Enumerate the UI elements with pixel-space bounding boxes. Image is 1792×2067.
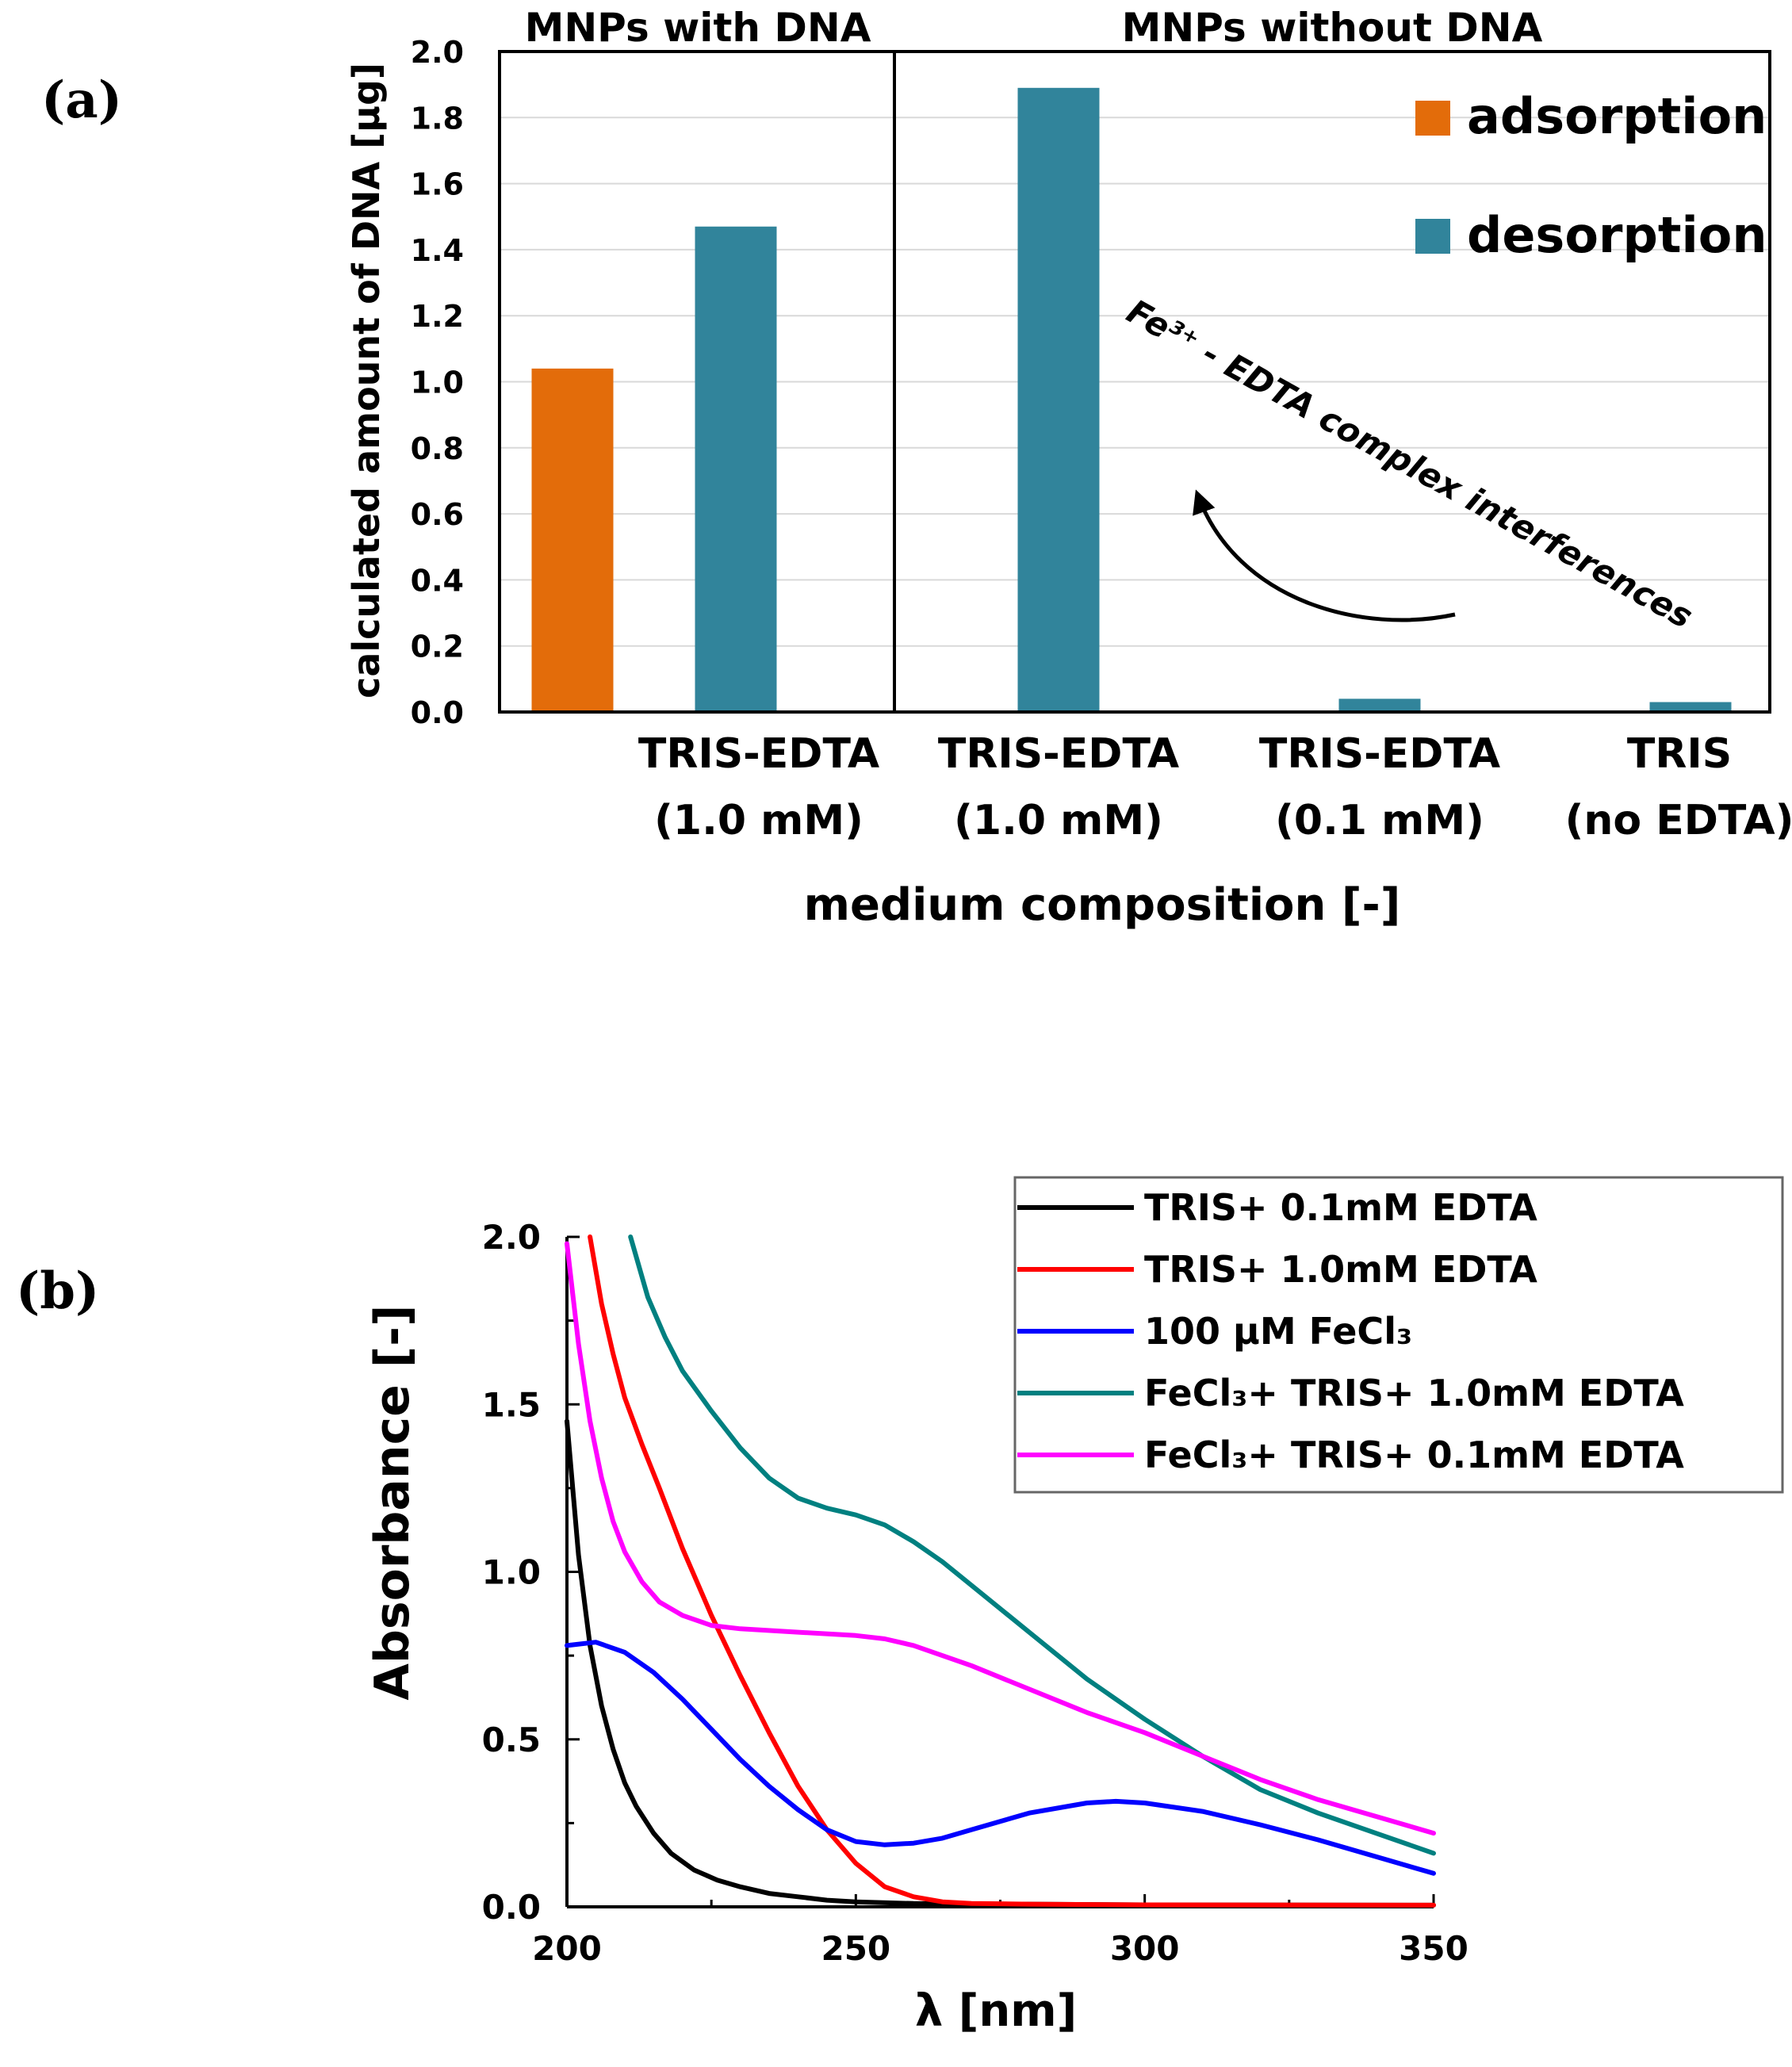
panel-b-legend-items: TRIS+ 0.1mM EDTA TRIS+ 1.0mM EDTA 100 μM F… xyxy=(1017,1186,1684,1476)
annotation-arrow xyxy=(1193,489,1456,622)
panel-b-x-tick-label: 350 xyxy=(1399,1929,1468,1968)
bar-desorption-3 xyxy=(1338,699,1421,712)
panel-a-y-axis-label: calculated amount of DNA [µg] xyxy=(345,63,388,699)
panel-a-y-tick-label: 0.8 xyxy=(411,431,464,466)
panel-b-legend: TRIS+ 0.1mM EDTA TRIS+ 1.0mM EDTA 100 μM F… xyxy=(1013,1176,1784,1494)
panel-a-x-tick-label: (no EDTA) xyxy=(1565,797,1792,844)
panel-b-x-tick-label: 200 xyxy=(532,1929,602,1968)
panel-b-lines xyxy=(565,1234,1436,1908)
panel-a-y-tick-label: 1.4 xyxy=(411,233,464,268)
legend-label-2: 100 μM FeCl₃ xyxy=(1144,1310,1412,1353)
panel-a-bars xyxy=(531,87,1732,712)
panel-b-label: (b) xyxy=(16,1261,99,1321)
panel-b: (b) 0.0 0.5 1.0 1.5 2.0 200 250 300 350 Absorba… xyxy=(16,1176,1784,2037)
panel-a-y-tick-label: 1.0 xyxy=(411,366,464,400)
panel-b-y-tick-label: 0.5 xyxy=(482,1721,541,1759)
legend-label-4: FeCl₃+ TRIS+ 0.1mM EDTA xyxy=(1144,1434,1684,1476)
panel-b-x-tick-label: 250 xyxy=(821,1929,890,1968)
line-series-2 xyxy=(565,1640,1436,1876)
panel-a-y-tick-label: 1.6 xyxy=(411,167,464,202)
panel-a-x-tick-label: TRIS-EDTA xyxy=(1259,730,1500,778)
panel-a-x-tick-label: TRIS xyxy=(1627,730,1732,778)
panel-b-x-tick-labels: 200 250 300 350 xyxy=(532,1929,1468,1968)
panel-a-x-tick-label: (1.0 mM) xyxy=(954,797,1163,844)
line-series-0 xyxy=(565,1418,1436,1908)
legend-label-desorption: desorption xyxy=(1467,206,1767,264)
panel-a-y-tick-label: 0.2 xyxy=(411,630,464,664)
panel-a-x-tick-labels: TRIS-EDTA (1.0 mM) TRIS-EDTA (1.0 mM) TRIS-E… xyxy=(638,730,1792,844)
legend-label-3: FeCl₃+ TRIS+ 1.0mM EDTA xyxy=(1144,1372,1684,1414)
panel-a-x-axis-label: medium composition [-] xyxy=(804,879,1401,931)
panel-a-y-tick-labels: 0.0 0.2 0.4 0.6 0.8 1.0 1.2 1.4 1.6 1.8 2.0 xyxy=(411,35,464,730)
panel-b-y-tick-label: 1.5 xyxy=(482,1385,541,1424)
panel-b-x-axis-label: λ [nm] xyxy=(915,1985,1077,2037)
panel-a-x-tick-label: TRIS-EDTA xyxy=(938,730,1179,778)
group-title-with-dna: MNPs with DNA xyxy=(525,5,871,51)
panel-b-y-tick-label: 2.0 xyxy=(482,1218,541,1257)
panel-b-legend-box xyxy=(1013,1176,1784,1494)
panel-a-label: (a) xyxy=(41,71,122,130)
legend-swatch-desorption xyxy=(1415,219,1450,254)
panel-b-y-tick-labels: 0.0 0.5 1.0 1.5 2.0 xyxy=(482,1218,541,1927)
panel-a-y-tick-label: 2.0 xyxy=(411,35,464,70)
panel-a-y-tick-label: 0.0 xyxy=(411,695,464,730)
panel-a-plot-frame xyxy=(498,50,1771,714)
bar-desorption-2 xyxy=(1017,87,1100,712)
panel-b-y-axis-label: Absorbance [-] xyxy=(365,1305,420,1701)
panel-a-x-tick-label: (0.1 mM) xyxy=(1275,797,1484,844)
panel-b-x-tick-label: 300 xyxy=(1110,1929,1180,1968)
group-title-without-dna: MNPs without DNA xyxy=(1122,5,1543,51)
legend-label-0: TRIS+ 0.1mM EDTA xyxy=(1144,1186,1537,1229)
panel-a-y-tick-label: 1.2 xyxy=(411,299,464,334)
panel-a-y-tick-label: 1.8 xyxy=(411,101,464,136)
panel-a-x-tick-label: (1.0 mM) xyxy=(654,797,863,844)
panel-b-y-tick-label: 0.0 xyxy=(482,1888,541,1927)
legend-label-adsorption: adsorption xyxy=(1467,87,1767,145)
panel-b-y-tick-label: 1.0 xyxy=(482,1553,541,1592)
bar-desorption-4 xyxy=(1649,702,1732,712)
bar-desorption-1 xyxy=(695,226,777,712)
panel-a-y-tick-label: 0.6 xyxy=(411,497,464,532)
legend-label-1: TRIS+ 1.0mM EDTA xyxy=(1144,1248,1537,1291)
panel-a-legend: adsorption desorption xyxy=(1415,87,1767,264)
line-series-4 xyxy=(565,1241,1436,1836)
bar-adsorption-0 xyxy=(531,368,614,712)
line-series-3 xyxy=(628,1234,1436,1856)
line-series-1 xyxy=(588,1234,1436,1908)
legend-swatch-adsorption xyxy=(1415,101,1450,136)
panel-a-x-tick-label: TRIS-EDTA xyxy=(638,730,879,778)
panel-a-y-tick-label: 0.4 xyxy=(411,563,464,598)
